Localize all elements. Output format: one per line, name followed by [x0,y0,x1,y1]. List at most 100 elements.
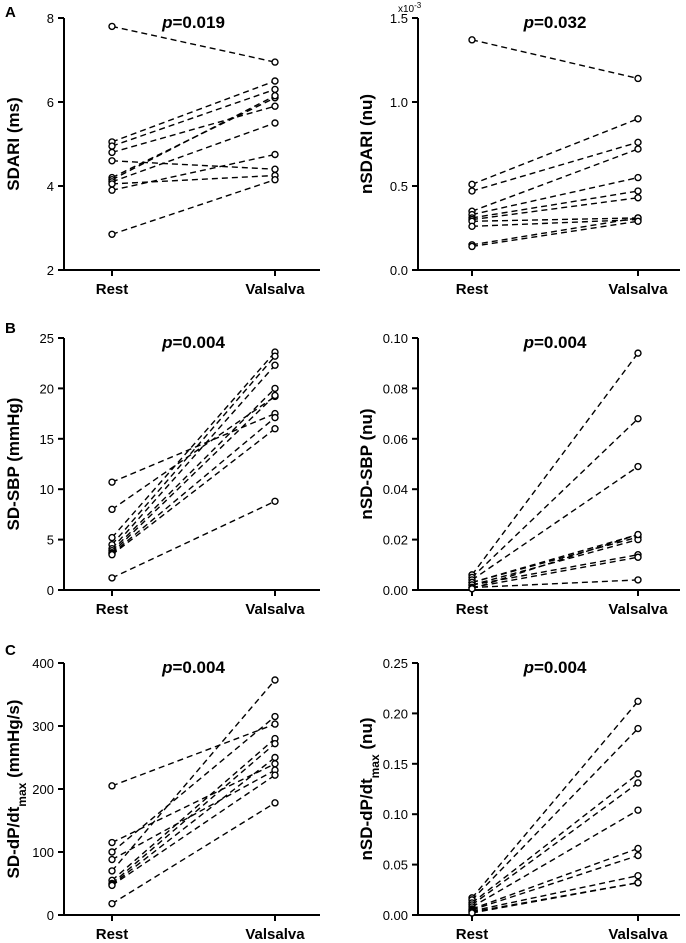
y-tick-label: 1.5 [390,11,408,26]
paired-line [471,554,639,586]
paired-line [111,160,276,170]
y-tick-label: 0.02 [383,533,408,548]
y-tick-label: 200 [32,782,54,797]
y-tick-label: 300 [32,719,54,734]
data-point-rest [468,180,476,189]
data-point-valsalva [271,497,279,505]
paired-line [111,743,276,885]
data-point-valsalva [271,165,279,173]
data-point-valsalva [271,760,279,768]
data-point-rest [108,186,116,194]
p-value-annotation: p=0.004 [161,333,225,352]
data-point-valsalva [634,576,642,584]
data-point-valsalva [271,720,279,728]
paired-line [471,220,639,248]
data-point-valsalva [271,58,279,66]
paired-line [471,538,639,586]
y-axis-title-subscript: max [368,754,382,778]
y-axis [412,662,419,916]
data-point-valsalva [271,425,279,433]
paired-line [471,700,639,899]
data-point-valsalva [634,173,642,182]
paired-line [111,179,276,235]
data-point-valsalva [634,145,642,153]
data-point-valsalva [271,77,279,85]
paired-line [471,773,639,904]
paired-line [111,428,276,556]
x-category-label: Valsalva [608,601,668,618]
paired-line [471,352,639,576]
paired-line [471,465,639,581]
data-point-valsalva [271,676,279,684]
data-point-valsalva [634,697,642,706]
data-point-rest [108,881,116,890]
data-point-valsalva [271,771,279,779]
p-symbol: p [523,333,534,352]
paired-line [111,105,276,154]
y-tick-label: 0.15 [383,757,408,772]
panel-letter-b: B [5,320,16,337]
paired-line [111,769,276,861]
chart-6: 0.00 0.05 0.10 0.15 0.20 0.25 Rest Valsalva nSD-… [357,656,680,943]
paired-line [111,500,276,579]
paired-line [471,176,639,216]
data-point-rest [468,187,476,195]
p-value-annotation: p=0.019 [161,13,225,32]
y-tick-label: 20 [40,381,54,396]
p-value: =0.004 [534,658,587,677]
data-point-rest [108,180,116,188]
y-tick-label: 5 [47,533,54,548]
data-point-valsalva [634,844,642,853]
y-axis-exponent-power: -3 [414,1,422,10]
paired-line [471,882,639,914]
data-point-rest [108,22,116,31]
data-point-valsalva [271,384,279,393]
data-point-valsalva [634,530,642,539]
y-tick-label: 0.10 [383,331,408,346]
panel-letter-c: C [5,642,16,659]
y-tick-label: 0.08 [383,381,408,396]
p-value-annotation: p=0.032 [523,13,587,32]
y-tick-label: 0.5 [390,179,408,194]
data-point-valsalva [271,102,279,110]
p-value: =0.032 [534,13,586,32]
paired-line [471,533,639,584]
p-value: =0.019 [172,13,224,32]
y-tick-label: 100 [32,845,54,860]
data-point-valsalva [634,724,642,733]
data-point-valsalva [271,91,279,100]
y-tick-label: 10 [40,482,54,497]
data-point-rest [108,899,116,908]
p-value-annotation: p=0.004 [161,658,225,677]
y-axis-title-main: nSD-dP/dt [357,778,376,860]
chart-5: 0 100 200 300 400 Rest Valsalva SD-dP/dtmax (mm… [4,656,320,943]
p-value: =0.004 [172,658,225,677]
y-axis-title: nSD-dP/dtmax (nu) [357,717,382,860]
y-tick-label: 2 [47,263,54,278]
paired-line [111,174,276,185]
x-category-label: Valsalva [245,926,305,943]
p-symbol: p [161,658,172,677]
y-axis-title-main: SDARI (ms) [4,97,23,191]
y-axis-title-unit: (mmHg/s) [4,700,23,783]
chart-3: 0 5 10 15 20 25 Rest Valsalva SD-SBP (mmHg) p=0.0… [4,331,320,618]
data-point-rest [468,36,476,44]
paired-line [111,394,276,554]
paired-line [471,847,639,910]
y-tick-label: 0.04 [383,482,408,497]
data-point-rest [108,855,116,864]
y-axis-title-unit: (nu) [357,717,376,754]
y-axis-title: SD-SBP (mmHg) [4,398,23,531]
y-axis-title-main: nSD-SBP (nu) [357,408,376,519]
x-category-label: Rest [456,281,489,298]
p-symbol: p [523,658,534,677]
paired-line [471,148,639,212]
data-point-rest [108,230,116,239]
data-point-valsalva [271,175,279,184]
y-axis [412,17,419,271]
paired-line [471,39,639,80]
y-tick-label: 0.25 [383,656,408,671]
data-point-rest [108,478,116,486]
paired-line [471,141,639,192]
